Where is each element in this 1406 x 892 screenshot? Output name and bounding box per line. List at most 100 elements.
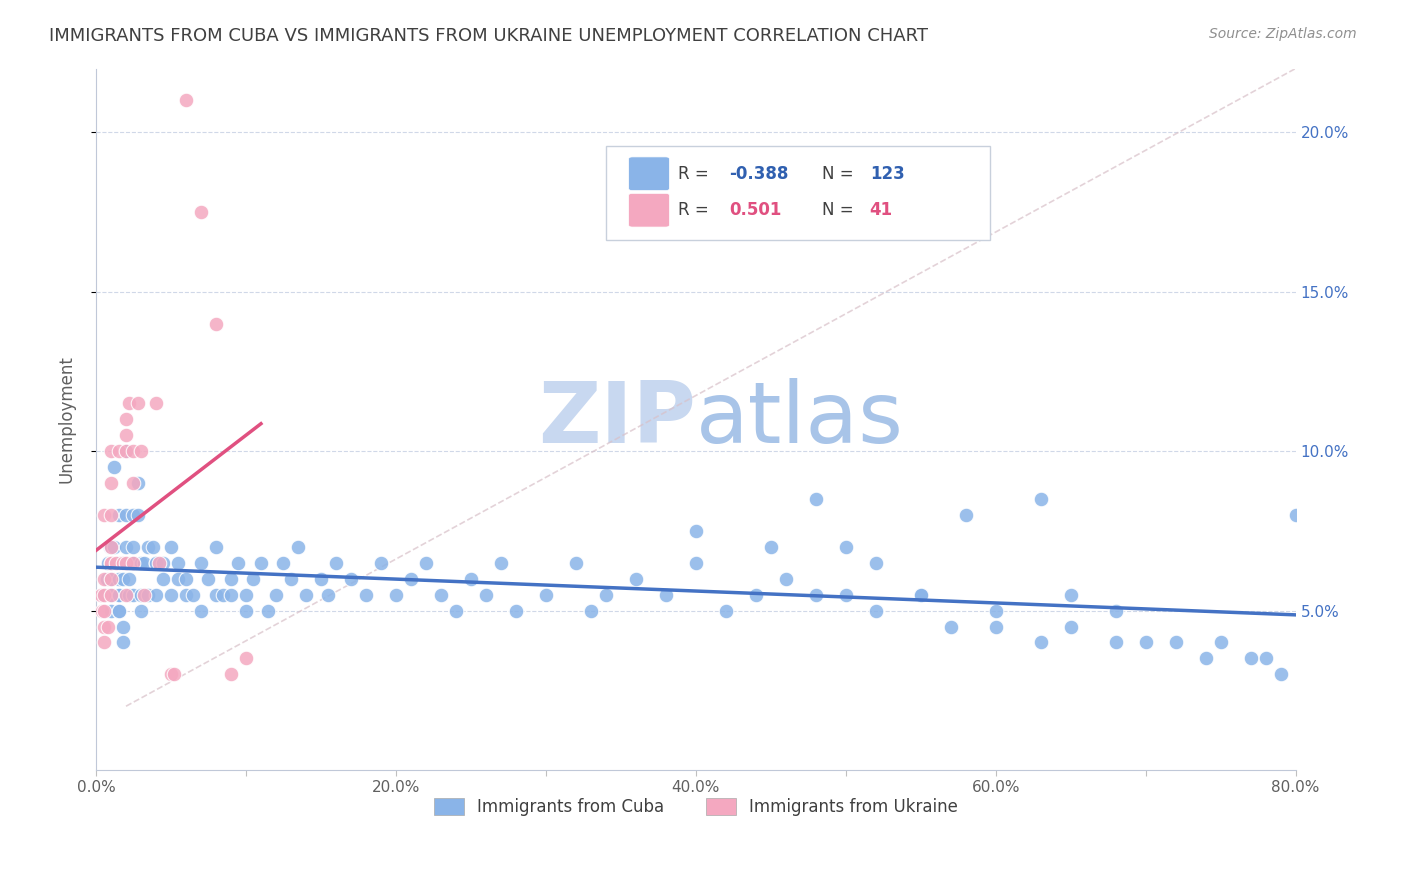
Point: [98, 540, 121, 554]
Text: ZIP: ZIP: [538, 377, 696, 461]
Point: [1104, 635, 1126, 649]
Point: [205, 540, 228, 554]
Point: [167, 572, 190, 586]
Point: [205, 317, 228, 331]
Text: 123: 123: [870, 165, 904, 183]
Point: [93, 508, 115, 522]
Point: [579, 603, 602, 617]
Point: [235, 603, 257, 617]
Point: [148, 556, 170, 570]
Point: [107, 588, 129, 602]
Text: N =: N =: [821, 165, 859, 183]
Point: [100, 603, 122, 617]
Point: [505, 603, 527, 617]
Text: IMMIGRANTS FROM CUBA VS IMMIGRANTS FROM UKRAINE UNEMPLOYMENT CORRELATION CHART: IMMIGRANTS FROM CUBA VS IMMIGRANTS FROM …: [49, 27, 928, 45]
Point: [107, 603, 129, 617]
Point: [1270, 667, 1292, 681]
Point: [1029, 491, 1052, 506]
Point: [122, 588, 145, 602]
Text: 41: 41: [870, 202, 893, 219]
Point: [100, 572, 122, 586]
Point: [115, 444, 138, 458]
Point: [205, 588, 228, 602]
Point: [129, 556, 152, 570]
Point: [118, 396, 141, 410]
Point: [132, 556, 155, 570]
Point: [257, 603, 280, 617]
Point: [460, 572, 482, 586]
Point: [115, 540, 138, 554]
Point: [865, 603, 887, 617]
Point: [190, 205, 212, 219]
Point: [111, 619, 134, 633]
Point: [685, 556, 707, 570]
Point: [370, 556, 392, 570]
Point: [129, 588, 152, 602]
Text: Source: ZipAtlas.com: Source: ZipAtlas.com: [1209, 27, 1357, 41]
Point: [96, 572, 118, 586]
Point: [1029, 635, 1052, 649]
Point: [489, 556, 512, 570]
Point: [759, 540, 782, 554]
Point: [318, 588, 340, 602]
Point: [714, 603, 737, 617]
Point: [174, 572, 197, 586]
Point: [835, 588, 858, 602]
Point: [264, 588, 287, 602]
Point: [100, 556, 122, 570]
Point: [415, 556, 437, 570]
Point: [273, 556, 295, 570]
Point: [115, 412, 138, 426]
Point: [107, 603, 129, 617]
Point: [115, 508, 138, 522]
FancyBboxPatch shape: [628, 194, 669, 227]
Point: [235, 588, 257, 602]
Point: [138, 540, 160, 554]
Point: [111, 556, 134, 570]
Y-axis label: Unemployment: Unemployment: [58, 355, 75, 483]
Point: [228, 556, 250, 570]
Text: R =: R =: [678, 165, 714, 183]
Point: [93, 588, 115, 602]
Point: [174, 94, 197, 108]
Point: [129, 444, 152, 458]
Point: [595, 588, 617, 602]
Point: [295, 588, 318, 602]
Point: [385, 588, 408, 602]
Point: [212, 588, 235, 602]
Point: [183, 588, 205, 602]
Point: [111, 572, 134, 586]
Point: [132, 588, 155, 602]
Point: [127, 396, 149, 410]
Point: [145, 588, 167, 602]
Point: [190, 556, 212, 570]
Point: [127, 476, 149, 491]
Text: N =: N =: [821, 202, 859, 219]
Point: [115, 556, 138, 570]
Point: [118, 588, 141, 602]
Point: [534, 588, 557, 602]
Point: [804, 588, 827, 602]
Point: [280, 572, 302, 586]
Point: [107, 508, 129, 522]
Point: [167, 556, 190, 570]
Point: [97, 619, 120, 633]
Text: -0.388: -0.388: [730, 165, 789, 183]
Point: [93, 588, 115, 602]
Point: [100, 508, 122, 522]
Point: [475, 588, 498, 602]
Point: [1059, 619, 1081, 633]
Point: [91, 603, 114, 617]
Point: [655, 588, 678, 602]
Point: [309, 572, 332, 586]
Point: [1104, 603, 1126, 617]
Point: [865, 556, 887, 570]
Point: [115, 444, 138, 458]
Point: [100, 540, 122, 554]
Point: [100, 540, 122, 554]
Point: [115, 428, 138, 442]
Point: [804, 491, 827, 506]
Text: atlas: atlas: [696, 377, 904, 461]
Point: [1059, 588, 1081, 602]
Point: [399, 572, 422, 586]
